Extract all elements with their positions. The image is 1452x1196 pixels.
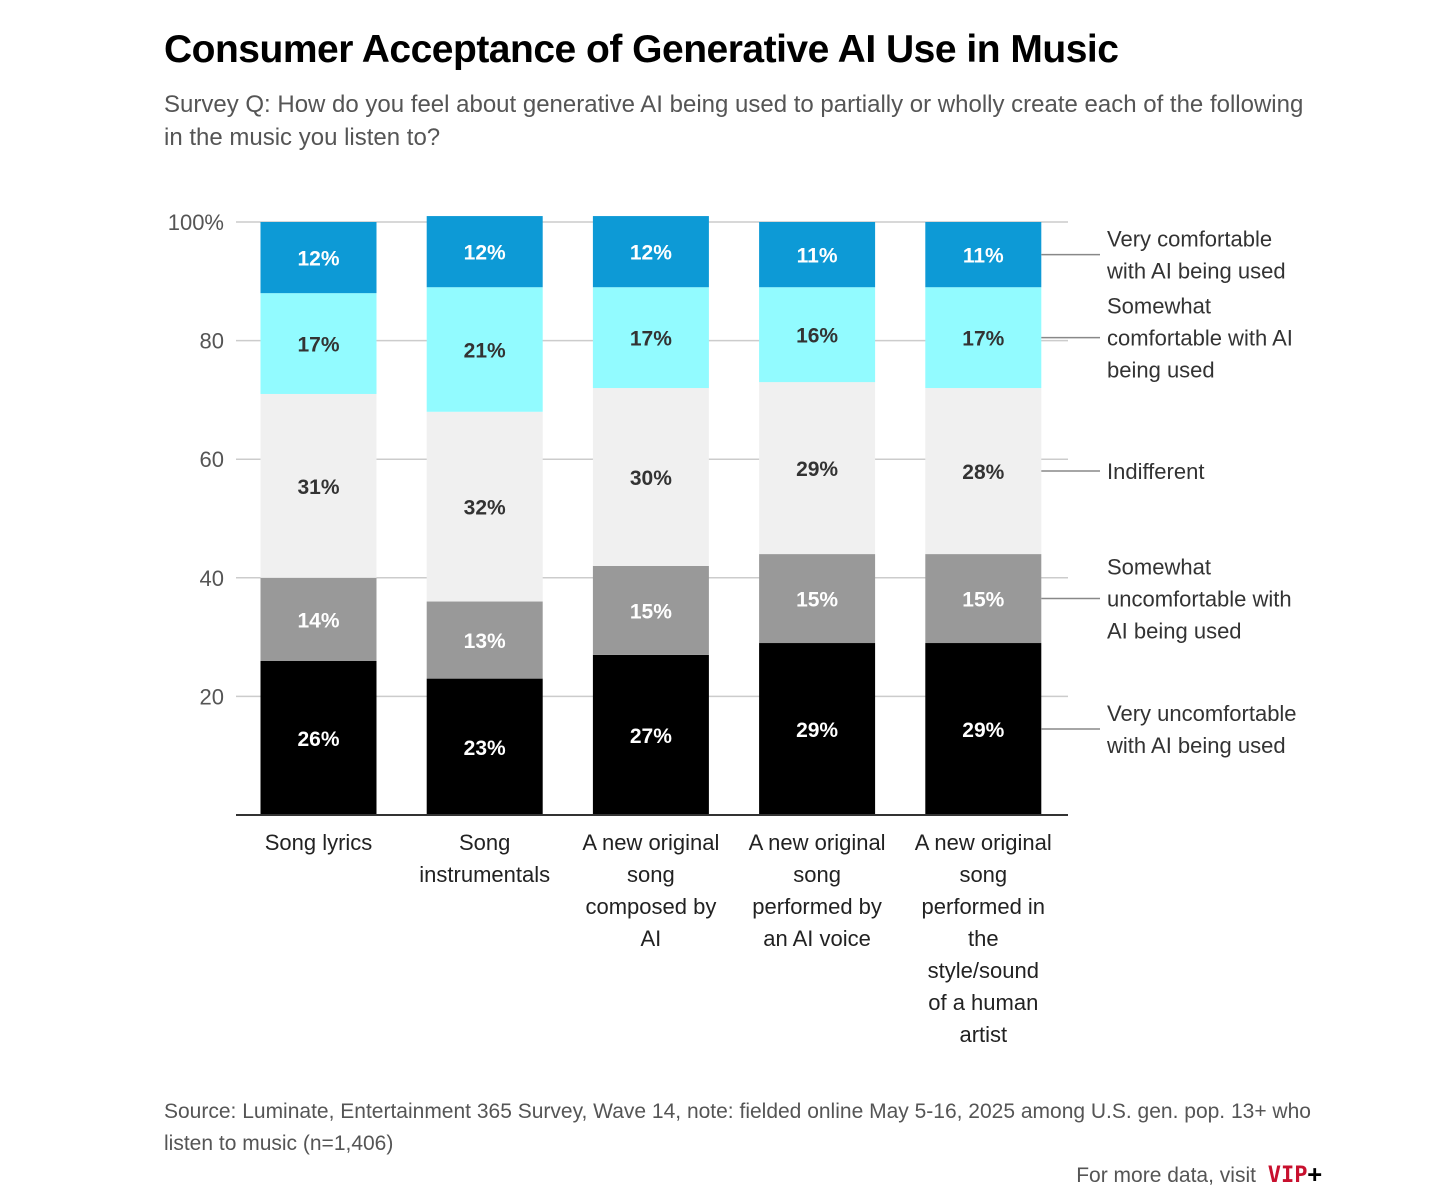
- x-category-label: AI: [641, 926, 662, 951]
- data-label: 23%: [464, 737, 506, 760]
- data-label: 27%: [630, 725, 672, 748]
- x-category-label: instrumentals: [419, 862, 550, 887]
- x-category-label: A new original: [915, 830, 1052, 855]
- bar-segment: [759, 382, 876, 555]
- bar-segment: [759, 643, 876, 815]
- bar-segment: [260, 660, 377, 815]
- data-label: 17%: [297, 334, 339, 357]
- data-label: 12%: [297, 248, 339, 271]
- data-label: 29%: [962, 719, 1004, 742]
- chart-subtitle: Survey Q: How do you feel about generati…: [164, 91, 1304, 151]
- legend-label: Somewhat: [1107, 555, 1211, 580]
- legend-label: Somewhat: [1107, 294, 1211, 319]
- legend-label: Indifferent: [1107, 459, 1204, 484]
- bar-segment: [759, 222, 876, 288]
- vip-logo[interactable]: VIP+: [1267, 1160, 1322, 1188]
- y-tick-label: 40: [200, 566, 224, 591]
- data-label: 29%: [796, 719, 838, 742]
- x-category-label: composed by: [585, 894, 716, 919]
- data-label: 17%: [630, 328, 672, 351]
- vip-logo-plus: +: [1307, 1160, 1322, 1188]
- data-label: 11%: [963, 245, 1004, 268]
- bar-segment: [925, 643, 1042, 815]
- legend-label: Very uncomfortable: [1107, 701, 1297, 726]
- data-label: 12%: [464, 242, 506, 265]
- x-category-label: an AI voice: [763, 926, 871, 951]
- x-category-label: artist: [959, 1022, 1007, 1047]
- x-category-label: performed by: [752, 894, 882, 919]
- bar-segment: [592, 216, 709, 288]
- legend-label: being used: [1107, 358, 1215, 383]
- bar-segment: [925, 222, 1042, 288]
- data-label: 28%: [962, 461, 1004, 484]
- x-category-label: A new original: [749, 830, 886, 855]
- data-label: 11%: [797, 245, 838, 268]
- legend-label: with AI being used: [1106, 733, 1286, 758]
- source-note: Source: Luminate, Entertainment 365 Surv…: [164, 1100, 1311, 1155]
- legend-label: comfortable with AI: [1107, 326, 1293, 351]
- x-category-label: of a human: [928, 990, 1038, 1015]
- data-label: 17%: [962, 328, 1004, 351]
- bar-segment: [260, 393, 377, 578]
- y-tick-label: 80: [200, 329, 224, 354]
- bar-segment: [260, 577, 377, 661]
- bar-segment: [592, 654, 709, 815]
- bar-segment: [592, 565, 709, 655]
- footer-text: For more data, visit: [1076, 1164, 1256, 1187]
- vip-logo-text: VIP: [1267, 1163, 1308, 1188]
- data-label: 15%: [630, 600, 672, 623]
- footer: For more data, visit VIP+: [1076, 1160, 1322, 1188]
- bar-segment: [426, 678, 543, 815]
- x-category-label: Song lyrics: [265, 830, 373, 855]
- x-category-label: style/sound: [928, 958, 1039, 983]
- bar-segment: [426, 287, 543, 412]
- x-category-label: song: [959, 862, 1007, 887]
- data-label: 30%: [630, 467, 672, 490]
- bar-segment: [759, 287, 876, 383]
- y-tick-label: 100%: [168, 210, 224, 235]
- legend-label: with AI being used: [1106, 259, 1286, 284]
- bar-segment: [925, 287, 1042, 389]
- y-tick-label: 20: [200, 684, 224, 709]
- bar-segment: [592, 388, 709, 566]
- data-label: 15%: [796, 589, 838, 612]
- x-category-label: song: [627, 862, 675, 887]
- x-category-label: Song: [459, 830, 510, 855]
- chart-title: Consumer Acceptance of Generative AI Use…: [164, 28, 1119, 71]
- bar-segment: [426, 411, 543, 602]
- y-tick-label: 60: [200, 447, 224, 472]
- legend-label: Very comfortable: [1107, 227, 1272, 252]
- x-category-label: A new original: [582, 830, 719, 855]
- bar-segment: [426, 216, 543, 288]
- bar-segment: [426, 601, 543, 679]
- x-category-label: song: [793, 862, 841, 887]
- data-label: 13%: [464, 630, 506, 653]
- bar-segment: [592, 287, 709, 389]
- legend-label: uncomfortable with: [1107, 587, 1292, 612]
- data-label: 12%: [630, 242, 672, 265]
- x-category-label: the: [968, 926, 999, 951]
- data-label: 15%: [962, 589, 1004, 612]
- stacked-bar-chart: 20 40 60 80 100% 26% 14% 31% 17% 12% Song lyrics 23…: [168, 210, 1297, 1047]
- data-label: 31%: [297, 476, 339, 499]
- bar-segment: [260, 222, 377, 294]
- bar-segment: [759, 554, 876, 644]
- data-label: 21%: [464, 339, 506, 362]
- data-label: 14%: [297, 609, 339, 632]
- bar-segment: [925, 388, 1042, 555]
- bar-segment: [260, 293, 377, 394]
- data-label: 29%: [796, 458, 838, 481]
- data-label: 26%: [297, 728, 339, 751]
- legend-label: AI being used: [1107, 619, 1242, 644]
- x-category-label: performed in: [922, 894, 1046, 919]
- data-label: 32%: [464, 497, 506, 520]
- bar-segment: [925, 554, 1042, 644]
- data-label: 16%: [796, 325, 838, 348]
